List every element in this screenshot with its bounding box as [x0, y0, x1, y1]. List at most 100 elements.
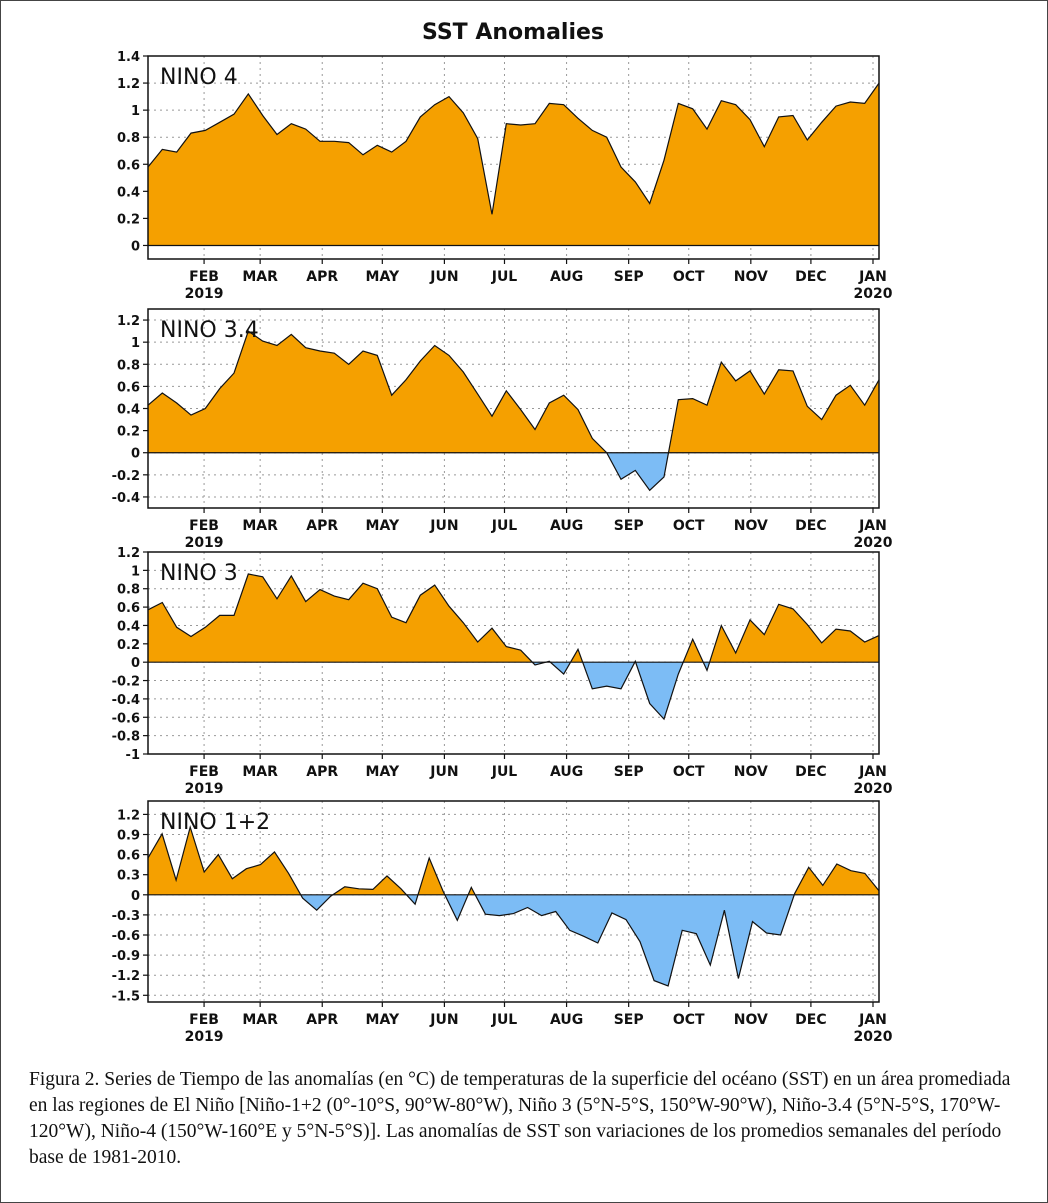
negative-anomaly-area — [606, 452, 669, 491]
series-line — [147, 82, 880, 215]
y-tick-label: 1.2 — [117, 77, 140, 92]
x-tick-label: MAR — [242, 1012, 278, 1028]
panel-label: NINO 3.4 — [160, 318, 259, 343]
x-tick-label: JUN — [429, 269, 458, 285]
x-tick-label: MAR — [242, 269, 278, 285]
positive-anomaly-area — [148, 83, 879, 246]
y-tick-label: -0.8 — [112, 730, 140, 745]
figure-caption: Figura 2. Series de Tiempo de las anomal… — [29, 1069, 1011, 1168]
panel-label: NINO 3 — [160, 561, 238, 586]
y-tick-label: 0 — [131, 447, 140, 462]
x-tick-label: JUL — [491, 269, 518, 285]
panel-4: -1.5 -1.2 -0.9 -0.6 -0.3 0 0.3 0.6 0.9 1.2 FEB2019… — [112, 800, 893, 1045]
y-tick-label: 0.4 — [117, 185, 140, 200]
x-tick-label: SEP — [614, 269, 644, 285]
y-tick-label: -0.2 — [112, 469, 140, 484]
x-tick-label: JAN — [858, 269, 887, 285]
plot-frame — [147, 800, 880, 1003]
x-tick-label: MAY — [366, 1012, 400, 1028]
x-tick-label: NOV — [734, 269, 768, 285]
x-tick-year-label: 2020 — [854, 286, 893, 302]
x-tick-label: APR — [306, 1012, 338, 1028]
x-tick-year-label: 2019 — [185, 535, 224, 551]
x-tick-label: AUG — [550, 764, 583, 780]
y-tick-label: 0.4 — [117, 619, 140, 634]
x-tick-year-label: 2019 — [185, 1029, 224, 1045]
series-line — [147, 573, 880, 721]
x-tick-label: MAY — [366, 764, 400, 780]
x-tick-label: OCT — [673, 269, 705, 285]
y-tick-label: -0.4 — [112, 491, 140, 506]
x-tick-label: JUN — [429, 1012, 458, 1028]
x-tick-label: AUG — [550, 518, 583, 534]
x-tick-label: DEC — [795, 1012, 826, 1028]
y-tick-label: 0.2 — [117, 425, 140, 440]
y-tick-label: 0.6 — [117, 380, 140, 395]
x-tick-label: JUL — [491, 764, 518, 780]
x-tick-label: NOV — [734, 1012, 768, 1028]
x-tick-label: APR — [306, 518, 338, 534]
x-tick-label: OCT — [673, 1012, 705, 1028]
x-tick-label: MAR — [242, 764, 278, 780]
x-tick-label: OCT — [673, 764, 705, 780]
y-tick-label: 0.6 — [117, 158, 140, 173]
y-tick-label: 0.9 — [117, 829, 140, 844]
x-tick-label: JAN — [858, 1012, 887, 1028]
panel-label: NINO 4 — [160, 65, 238, 90]
y-tick-label: 1 — [131, 564, 140, 579]
x-tick-label: SEP — [614, 518, 644, 534]
y-tick-label: -0.2 — [112, 675, 140, 690]
plot-frame — [147, 55, 880, 260]
positive-anomaly-area — [148, 827, 879, 895]
x-tick-label: JUN — [429, 518, 458, 534]
y-tick-label: 1.2 — [117, 808, 140, 823]
y-tick-label: 1 — [131, 104, 140, 119]
y-tick-label: 0.8 — [117, 358, 140, 373]
x-tick-label: FEB — [189, 269, 219, 285]
y-tick-label: 1.4 — [117, 50, 140, 65]
series-line — [147, 330, 880, 492]
y-tick-label: 0.8 — [117, 131, 140, 146]
y-tick-label: -0.6 — [112, 711, 140, 726]
x-tick-label: FEB — [189, 764, 219, 780]
y-tick-label: 0.8 — [117, 583, 140, 598]
y-tick-label: -0.3 — [112, 909, 140, 924]
x-tick-label: APR — [306, 269, 338, 285]
x-tick-label: JUL — [491, 518, 518, 534]
y-tick-label: -1.2 — [112, 969, 140, 984]
positive-anomaly-area — [148, 574, 879, 663]
chart-title: SST Anomalies — [422, 20, 604, 45]
x-tick-label: JUN — [429, 764, 458, 780]
x-tick-label: JAN — [858, 764, 887, 780]
y-tick-label: 1.2 — [117, 314, 140, 329]
x-tick-label: FEB — [189, 518, 219, 534]
x-tick-label: AUG — [550, 1012, 583, 1028]
x-tick-label: DEC — [795, 764, 826, 780]
x-tick-label: NOV — [734, 764, 768, 780]
y-tick-label: 0.2 — [117, 212, 140, 227]
x-tick-label: NOV — [734, 518, 768, 534]
negative-anomaly-area — [148, 894, 879, 986]
y-tick-label: 0 — [131, 656, 140, 671]
x-tick-year-label: 2019 — [185, 286, 224, 302]
sst-anomaly-charts: SST Anomalies 00.20.40.60.811.21.4FEB201… — [112, 20, 893, 1045]
y-tick-label: 0 — [131, 889, 140, 904]
plot-frame — [147, 551, 880, 755]
x-tick-year-label: 2020 — [854, 781, 893, 797]
x-tick-label: AUG — [550, 269, 583, 285]
x-tick-year-label: 2020 — [854, 535, 893, 551]
x-tick-label: MAY — [366, 269, 400, 285]
y-tick-label: -1.5 — [112, 989, 140, 1004]
x-tick-year-label: 2020 — [854, 1029, 893, 1045]
x-tick-label: DEC — [795, 269, 826, 285]
x-tick-label: FEB — [189, 1012, 219, 1028]
x-tick-label: SEP — [614, 1012, 644, 1028]
y-tick-label: 0.6 — [117, 601, 140, 616]
x-tick-label: DEC — [795, 518, 826, 534]
y-tick-label: 0.2 — [117, 638, 140, 653]
x-tick-label: SEP — [614, 764, 644, 780]
x-tick-label: OCT — [673, 518, 705, 534]
